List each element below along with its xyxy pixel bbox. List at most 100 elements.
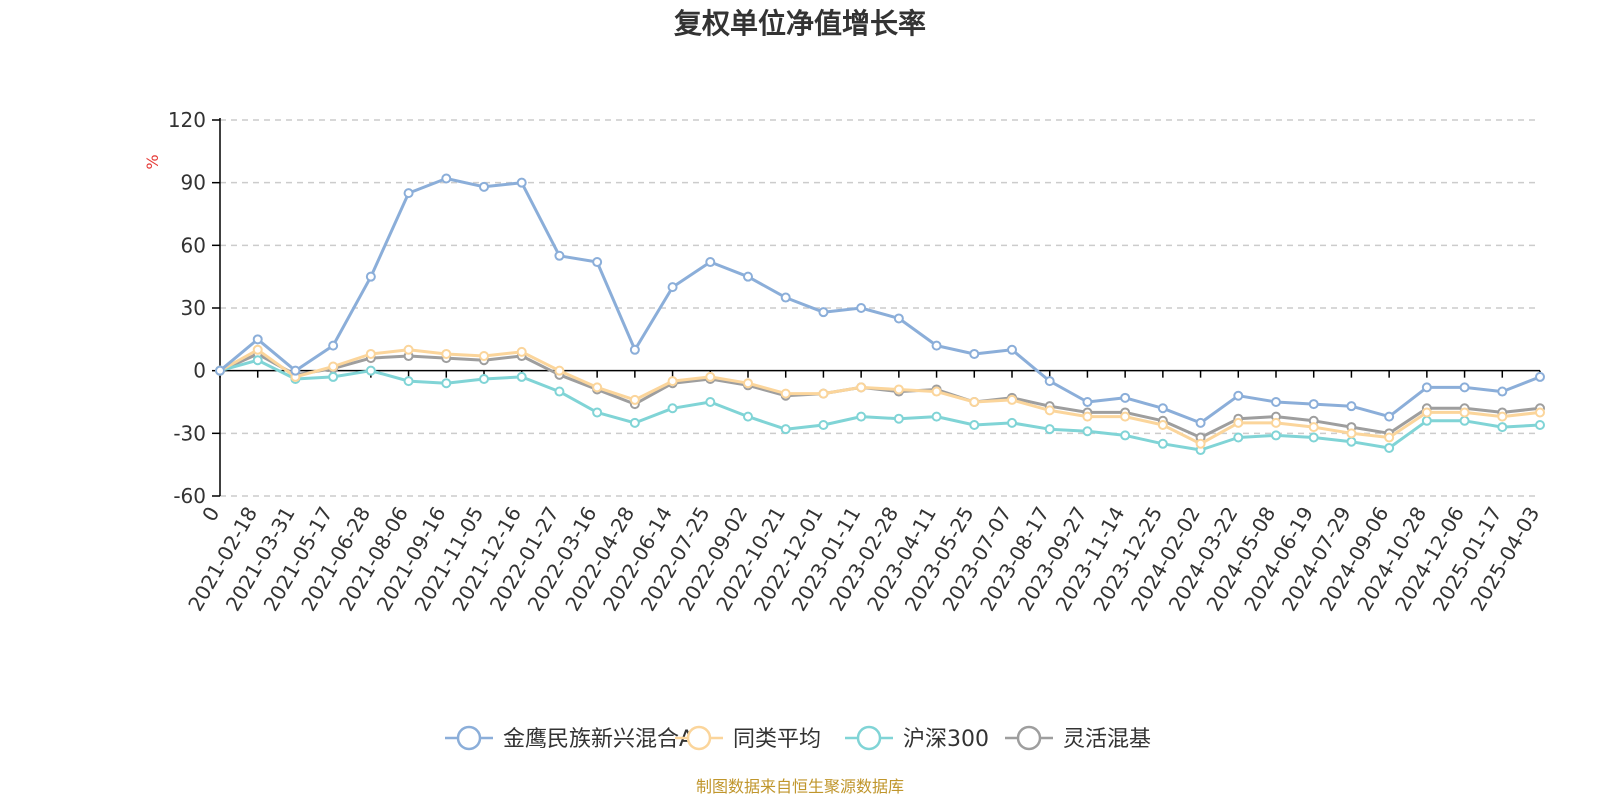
data-point xyxy=(1535,407,1545,418)
data-point xyxy=(931,340,942,351)
data-point xyxy=(1421,382,1432,393)
data-point xyxy=(365,271,376,282)
data-point xyxy=(629,344,640,355)
data-point xyxy=(215,365,225,376)
data-point xyxy=(328,371,339,382)
data-point xyxy=(1535,419,1545,430)
series-line xyxy=(219,177,1541,425)
data-point xyxy=(931,411,942,422)
data-point xyxy=(667,403,678,414)
legend-item[interactable]: 同类平均 xyxy=(675,725,821,752)
data-point xyxy=(1459,407,1470,418)
y-tick-label: 120 xyxy=(168,108,206,132)
data-point xyxy=(818,419,829,430)
data-point xyxy=(931,386,942,397)
data-point xyxy=(1497,386,1508,397)
data-point xyxy=(1497,422,1508,433)
data-point xyxy=(1044,376,1055,387)
data-point xyxy=(667,376,678,387)
data-point xyxy=(856,411,867,422)
y-tick-label: 0 xyxy=(193,359,206,383)
data-point xyxy=(1271,430,1281,441)
legend-item[interactable]: 灵活混基 xyxy=(1005,725,1151,752)
data-point xyxy=(365,348,376,359)
legend[interactable]: 金鹰民族新兴混合A 同类平均 沪深300 灵活混基 xyxy=(445,725,1151,752)
data-point xyxy=(856,303,867,313)
data-point xyxy=(780,424,791,435)
y-tick-label: -30 xyxy=(173,421,206,445)
data-point xyxy=(856,382,867,393)
data-point xyxy=(554,365,565,376)
series-line xyxy=(219,358,1541,452)
series-line xyxy=(219,348,1541,446)
legend-marker xyxy=(1016,725,1042,751)
data-point xyxy=(1346,428,1357,439)
data-point xyxy=(554,386,565,397)
data-point xyxy=(780,388,791,399)
data-point xyxy=(441,348,452,359)
data-point xyxy=(1497,411,1508,422)
y-tick-label: 90 xyxy=(181,171,206,195)
data-point xyxy=(743,411,753,422)
data-point xyxy=(365,365,376,376)
data-point xyxy=(441,173,452,184)
data-point xyxy=(1346,401,1357,412)
data-point xyxy=(479,374,489,385)
legend-marker xyxy=(686,725,712,751)
data-point xyxy=(1384,411,1395,422)
data-point xyxy=(1157,438,1168,449)
data-point xyxy=(1421,407,1432,418)
data-point xyxy=(969,397,980,407)
y-tick-label: -60 xyxy=(173,484,206,508)
data-point xyxy=(516,371,527,382)
data-point xyxy=(592,407,603,418)
data-point xyxy=(705,257,716,268)
data-point xyxy=(1007,417,1017,428)
series-1 xyxy=(215,344,1545,449)
data-point xyxy=(969,348,980,359)
data-point xyxy=(1233,417,1244,428)
data-point xyxy=(743,271,753,282)
y-tick-label: 60 xyxy=(181,233,206,257)
data-point xyxy=(441,378,452,389)
data-point xyxy=(1384,432,1395,443)
data-point xyxy=(818,388,829,399)
y-tick-label: 30 xyxy=(181,296,206,320)
legend-label: 同类平均 xyxy=(733,727,821,752)
legend-label: 灵活混基 xyxy=(1063,727,1151,752)
chart-title: 复权单位净值增长率 xyxy=(674,7,926,40)
data-point xyxy=(1346,436,1357,447)
data-point xyxy=(667,282,678,293)
data-point xyxy=(403,188,414,199)
data-point xyxy=(1082,426,1093,437)
data-point xyxy=(516,346,527,357)
series-3 xyxy=(215,348,1545,443)
data-point xyxy=(1421,415,1432,426)
data-point xyxy=(1233,432,1244,443)
legend-item[interactable]: 沪深300 xyxy=(845,725,989,752)
data-point xyxy=(1044,405,1055,416)
data-point xyxy=(516,177,527,188)
data-point xyxy=(629,417,640,428)
data-point xyxy=(629,394,640,405)
data-point xyxy=(290,365,301,376)
data-point xyxy=(252,344,263,355)
data-point xyxy=(1308,422,1319,433)
legend-label: 沪深300 xyxy=(903,727,989,752)
legend-item[interactable]: 金鹰民族新兴混合A xyxy=(445,725,694,752)
data-point xyxy=(252,334,263,345)
data-point xyxy=(1044,424,1055,435)
data-point xyxy=(1271,417,1281,428)
data-point xyxy=(1120,392,1131,403)
legend-marker xyxy=(456,725,482,751)
data-point xyxy=(705,397,716,407)
y-axis-unit: % xyxy=(143,154,162,169)
data-point xyxy=(1157,419,1168,430)
data-point xyxy=(554,250,565,261)
data-point xyxy=(1459,382,1470,393)
data-point xyxy=(818,307,829,318)
data-point xyxy=(1157,403,1168,414)
data-point xyxy=(403,344,414,355)
series-layer xyxy=(215,173,1545,456)
data-point xyxy=(743,378,753,389)
